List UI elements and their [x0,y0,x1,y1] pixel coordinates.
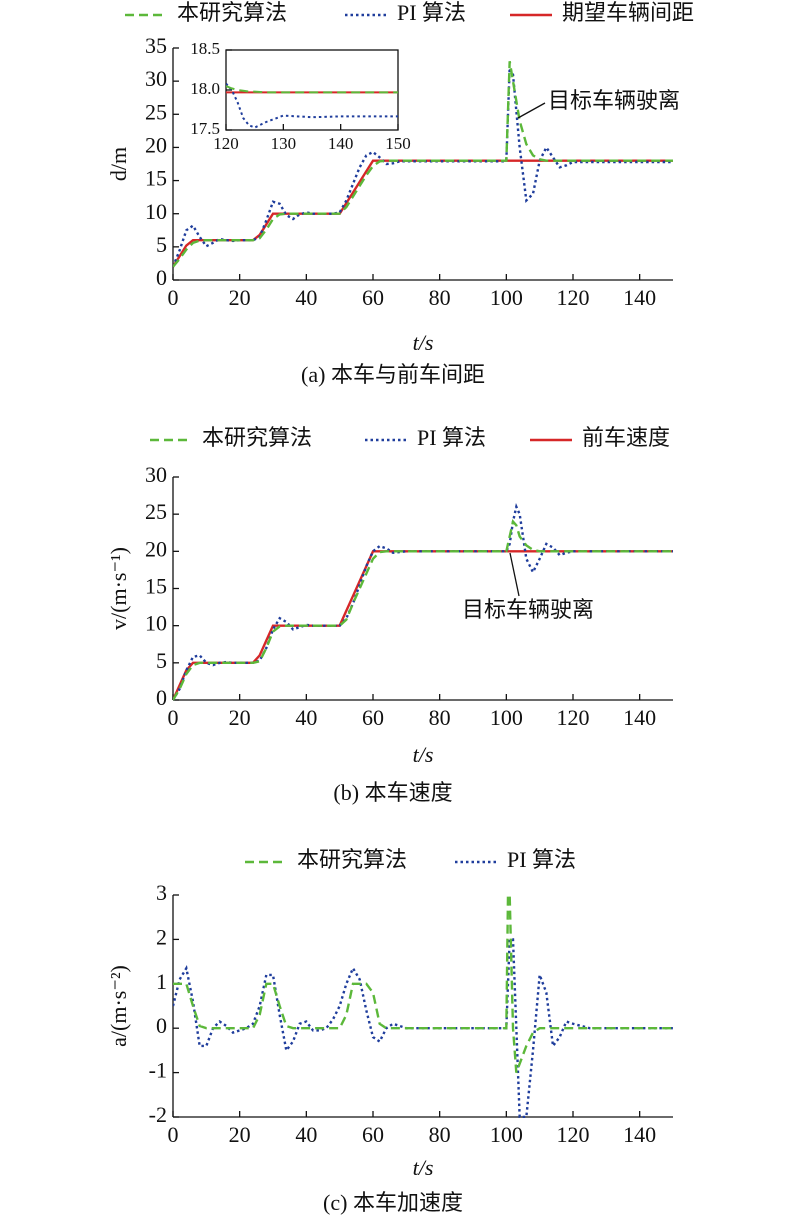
x-tick-label: 100 [490,1122,523,1147]
x-tick-label: 140 [623,705,656,730]
x-tick-label: 0 [168,705,179,730]
legend-label: PI 算法 [397,0,466,25]
x-tick-label: 140 [623,1122,656,1147]
y-tick-label: 10 [145,199,167,224]
legend-label: 本研究算法 [202,425,312,450]
x-tick-label: 60 [362,1122,384,1147]
x-tick-label: 40 [295,1122,317,1147]
y-tick-label: 18.0 [190,79,220,98]
y-tick-label: 0 [156,685,167,710]
legend-label: 本研究算法 [297,847,407,872]
y-tick-label: 10 [145,611,167,636]
x-tick-label: 80 [429,1122,451,1147]
x-tick-label: 20 [229,705,251,730]
x-tick-label: 120 [557,285,590,310]
x-tick-label: 140 [623,285,656,310]
y-tick-label: 15 [145,166,167,191]
x-axis-label: t/s [413,1155,434,1180]
x-tick-label: 40 [295,705,317,730]
x-tick-label: 150 [385,134,411,153]
legend-label: PI 算法 [507,847,576,872]
x-tick-label: 60 [362,285,384,310]
y-axis-label: a/(m·s⁻²) [106,965,131,1047]
caption: (a) 本车与前车间距 [301,362,485,387]
annotation: 目标车辆驶离 [548,88,680,113]
y-axis-label: v/(m·s⁻¹) [106,547,131,630]
y-tick-label: 18.5 [190,39,220,58]
inset-frame [225,49,399,131]
y-tick-label: 0 [156,265,167,290]
x-tick-label: 80 [429,705,451,730]
series-line [173,893,673,1074]
x-tick-label: 140 [328,134,354,153]
legend-label: 前车速度 [582,425,670,450]
series-line [173,519,673,701]
annotation-leader [517,102,546,119]
x-tick-label: 40 [295,285,317,310]
caption: (c) 本车加速度 [323,1190,463,1215]
series-line [173,550,673,701]
y-tick-label: 1 [156,969,167,994]
y-tick-label: 20 [145,536,167,561]
y-tick-label: 5 [156,648,167,673]
y-tick-label: 2 [156,924,167,949]
y-tick-label: 15 [145,574,167,599]
y-tick-label: -1 [149,1058,167,1083]
x-tick-label: 0 [168,285,179,310]
x-tick-label: 20 [229,1122,251,1147]
annotation: 目标车辆驶离 [462,597,594,622]
series-line [173,159,673,268]
x-axis-label: t/s [413,330,434,355]
y-tick-label: 30 [145,462,167,487]
x-tick-label: 120 [213,134,239,153]
x-tick-label: 100 [490,285,523,310]
x-tick-label: 60 [362,705,384,730]
y-axis-label: d/m [106,147,131,181]
y-tick-label: 25 [145,499,167,524]
y-tick-label: 3 [156,880,167,905]
x-tick-label: 130 [271,134,297,153]
y-tick-label: 20 [145,132,167,157]
y-tick-label: 30 [145,66,167,91]
y-tick-label: 5 [156,232,167,257]
x-tick-label: 120 [557,1122,590,1147]
series-line [173,502,673,701]
x-tick-label: 80 [429,285,451,310]
series-line [226,85,398,94]
x-tick-label: 0 [168,1122,179,1147]
series-line [226,82,398,129]
x-axis-label: t/s [413,742,434,767]
y-tick-label: 25 [145,99,167,124]
legend-label: PI 算法 [417,425,486,450]
series-line [173,61,673,268]
x-tick-label: 120 [557,705,590,730]
caption: (b) 本车速度 [333,780,452,805]
y-tick-label: -2 [149,1102,167,1127]
legend-label: 本研究算法 [177,0,287,25]
legend-label: 期望车辆间距 [562,0,694,25]
y-tick-label: 0 [156,1013,167,1038]
x-tick-label: 100 [490,705,523,730]
y-tick-label: 35 [145,33,167,58]
annotation-leader [509,552,520,597]
x-tick-label: 20 [229,285,251,310]
series-line [173,938,673,1118]
y-tick-label: 17.5 [190,119,220,138]
